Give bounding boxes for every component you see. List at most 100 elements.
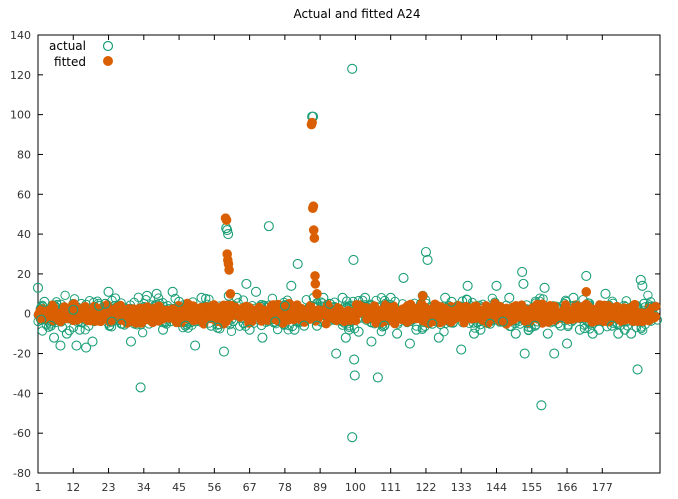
fitted-point xyxy=(283,315,293,325)
actual-point xyxy=(48,332,60,343)
fitted-point xyxy=(59,302,69,312)
actual-point xyxy=(141,290,153,301)
actual-point xyxy=(250,286,262,297)
actual-point xyxy=(468,328,480,339)
fitted-series-band xyxy=(33,298,661,329)
actual-point xyxy=(222,225,233,236)
fitted-point xyxy=(439,305,449,315)
y-tick-label: -80 xyxy=(13,467,31,480)
fitted-point xyxy=(48,310,58,320)
actual-point xyxy=(71,340,82,351)
legend-marker-fitted xyxy=(103,56,113,66)
actual-point xyxy=(404,338,415,349)
actual-point xyxy=(347,63,358,74)
fitted-point xyxy=(48,302,59,312)
x-tick-label: 111 xyxy=(380,481,401,494)
x-tick-label: 78 xyxy=(278,481,292,494)
x-tick-label: 45 xyxy=(172,481,186,494)
fitted-point xyxy=(225,289,236,299)
fitted-point xyxy=(581,287,592,297)
actual-point xyxy=(183,323,193,333)
actual-point xyxy=(392,328,403,339)
fitted-point xyxy=(462,304,472,315)
actual-point xyxy=(212,322,223,333)
actual-point xyxy=(283,325,293,335)
actual-point xyxy=(497,316,508,327)
actual-point xyxy=(311,320,322,331)
actual-point xyxy=(32,282,44,293)
y-axis-ticks: -80 -60 -40 -20 0 20 40 60 80 100 120 140 xyxy=(10,29,660,480)
actual-point xyxy=(218,346,230,357)
fitted-point xyxy=(359,303,369,314)
actual-point xyxy=(626,328,637,339)
actual-point xyxy=(45,320,56,331)
legend: actual fitted xyxy=(49,39,114,69)
fitted-point xyxy=(470,301,480,312)
actual-point xyxy=(324,298,335,309)
actual-point xyxy=(510,328,521,339)
fitted-point xyxy=(164,313,174,323)
actual-point xyxy=(106,316,117,327)
actual-point xyxy=(103,286,114,297)
actual-point xyxy=(60,290,70,301)
x-tick-label: 155 xyxy=(521,481,542,494)
y-tick-label: 100 xyxy=(10,109,31,122)
fitted-point xyxy=(230,302,241,312)
fitted-point xyxy=(241,301,252,311)
fitted-point xyxy=(154,316,164,326)
actual-point xyxy=(353,326,364,337)
actual-point xyxy=(39,296,50,307)
x-tick-label: 89 xyxy=(313,481,327,494)
actual-point xyxy=(613,328,624,339)
actual-point xyxy=(594,324,605,335)
actual-point xyxy=(568,292,579,303)
x-tick-label: 166 xyxy=(557,481,578,494)
actual-point xyxy=(643,290,653,300)
fitted-point xyxy=(417,291,428,301)
actual-point xyxy=(372,372,383,383)
actual-point xyxy=(411,324,422,335)
fitted-point xyxy=(362,314,372,324)
axes xyxy=(37,34,661,474)
actual-point xyxy=(190,340,201,351)
fitted-point xyxy=(507,305,517,315)
fitted-point xyxy=(84,309,94,319)
fitted-point xyxy=(532,299,542,309)
actual-point xyxy=(637,280,648,291)
x-tick-label: 12 xyxy=(66,481,80,494)
x-tick-label: 144 xyxy=(486,481,507,494)
actual-point xyxy=(475,324,486,335)
fitted-point xyxy=(110,307,121,317)
actual-point xyxy=(420,246,431,258)
x-tick-label: 122 xyxy=(415,481,436,494)
actual-point xyxy=(485,318,496,329)
fitted-point xyxy=(637,316,648,327)
actual-point xyxy=(100,298,111,309)
fitted-point xyxy=(330,310,340,321)
actual-point xyxy=(517,266,528,277)
y-tick-label: 60 xyxy=(17,188,31,201)
x-tick-label: 23 xyxy=(102,481,116,494)
actual-point xyxy=(529,320,541,331)
actual-point xyxy=(167,286,178,297)
actual-point xyxy=(519,348,530,359)
actual-point xyxy=(263,221,274,232)
fitted-point xyxy=(598,316,609,327)
fitted-point xyxy=(171,317,182,328)
actual-point xyxy=(635,274,646,285)
actual-point xyxy=(422,254,433,266)
actual-point xyxy=(180,320,191,331)
actual-point xyxy=(206,320,217,331)
actual-point xyxy=(536,400,547,411)
actual-point xyxy=(440,292,451,303)
x-tick-label: 133 xyxy=(451,481,472,494)
actual-point xyxy=(331,348,342,359)
actual-point xyxy=(174,296,185,307)
fitted-point xyxy=(209,300,219,310)
actual-point xyxy=(244,324,255,335)
actual-point xyxy=(61,328,72,339)
actual-point xyxy=(299,320,310,331)
actual-point xyxy=(433,332,444,343)
